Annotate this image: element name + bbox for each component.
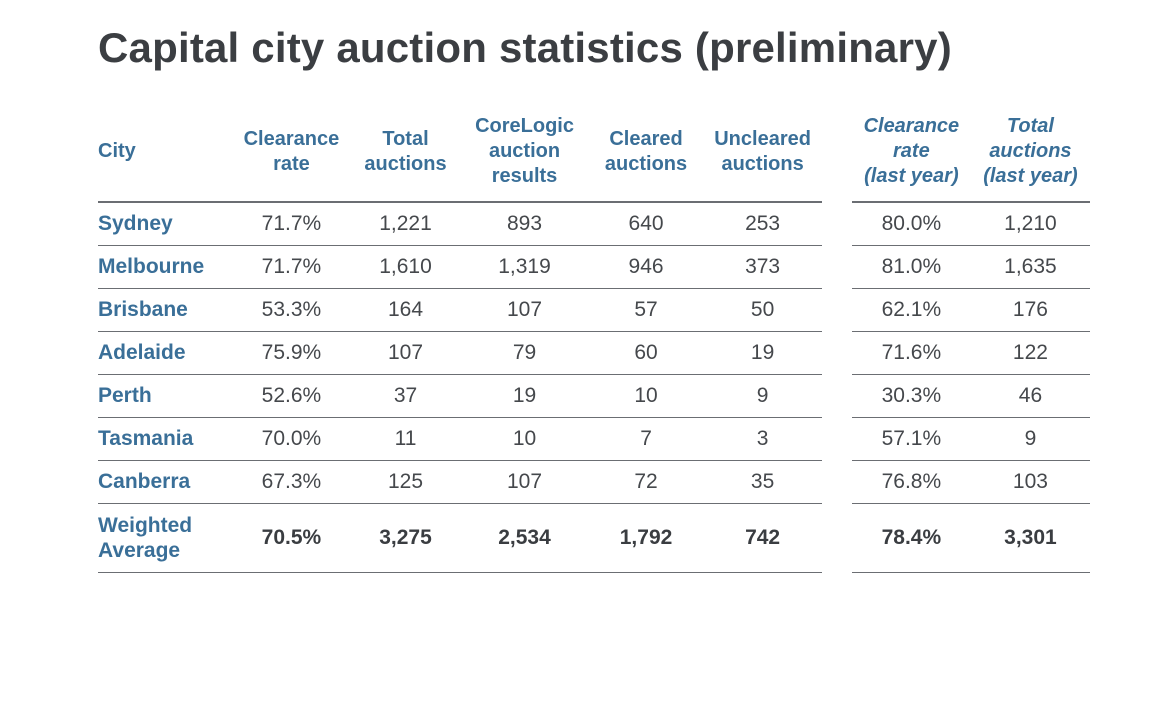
cell-total-auctions: 11 — [351, 418, 460, 461]
cell-clearance-rate: 71.7% — [232, 246, 351, 289]
cell-cleared: 946 — [589, 246, 703, 289]
cell-clearance-last-year: 57.1% — [852, 418, 971, 461]
cell-clearance-rate: 75.9% — [232, 332, 351, 375]
cell-total-auctions: 1,610 — [351, 246, 460, 289]
cell-corelogic: 10 — [460, 418, 589, 461]
cell-gap — [822, 289, 852, 332]
col-clearance-last-year: Clearance rate (last year) — [852, 108, 971, 202]
cell-gap — [822, 202, 852, 246]
cell-city: Sydney — [98, 202, 232, 246]
cell-total-last-year: 1,635 — [971, 246, 1090, 289]
cell-corelogic: 107 — [460, 461, 589, 504]
cell-cleared: 72 — [589, 461, 703, 504]
cell-total-auctions: 37 — [351, 375, 460, 418]
cell-clearance-last-year: 76.8% — [852, 461, 971, 504]
col-clearance-rate: Clearance rate — [232, 108, 351, 202]
cell-total-auctions: 107 — [351, 332, 460, 375]
table-row: Brisbane53.3%1641075750 62.1%176 — [98, 289, 1090, 332]
cell-corelogic: 1,319 — [460, 246, 589, 289]
cell-clearance-rate: 70.0% — [232, 418, 351, 461]
cell-total-last-year: 122 — [971, 332, 1090, 375]
cell-clearance-last-year: 62.1% — [852, 289, 971, 332]
table-row: Melbourne71.7%1,6101,319946373 81.0%1,635 — [98, 246, 1090, 289]
col-total-last-year: Total auctions (last year) — [971, 108, 1090, 202]
cell-total-last-year: 1,210 — [971, 202, 1090, 246]
cell-cleared: 10 — [589, 375, 703, 418]
cell-total-last-year: 103 — [971, 461, 1090, 504]
table-row: Adelaide75.9%107796019 71.6%122 — [98, 332, 1090, 375]
cell-uncleared: 373 — [703, 246, 822, 289]
cell-gap — [822, 332, 852, 375]
cell-uncleared: 3 — [703, 418, 822, 461]
cell-city: Adelaide — [98, 332, 232, 375]
cell-clearance-rate: 71.7% — [232, 202, 351, 246]
cell-cleared: 640 — [589, 202, 703, 246]
cell-total-auctions: 164 — [351, 289, 460, 332]
cell-total-last-year: 176 — [971, 289, 1090, 332]
cell-city: Brisbane — [98, 289, 232, 332]
cell-total-last-year: 3,301 — [971, 504, 1090, 573]
cell-uncleared: 9 — [703, 375, 822, 418]
page-title: Capital city auction statistics (prelimi… — [98, 24, 1090, 72]
cell-clearance-rate: 53.3% — [232, 289, 351, 332]
cell-gap — [822, 418, 852, 461]
auction-stats-table: City Clearance rate Total auctions CoreL… — [98, 108, 1090, 573]
cell-gap — [822, 461, 852, 504]
cell-cleared: 1,792 — [589, 504, 703, 573]
col-gap — [822, 108, 852, 202]
cell-total-auctions: 1,221 — [351, 202, 460, 246]
cell-cleared: 7 — [589, 418, 703, 461]
cell-cleared: 60 — [589, 332, 703, 375]
cell-clearance-rate: 70.5% — [232, 504, 351, 573]
cell-cleared: 57 — [589, 289, 703, 332]
cell-corelogic: 2,534 — [460, 504, 589, 573]
cell-gap — [822, 504, 852, 573]
table-summary-row: WeightedAverage70.5%3,2752,5341,792742 78… — [98, 504, 1090, 573]
cell-clearance-last-year: 30.3% — [852, 375, 971, 418]
cell-total-auctions: 125 — [351, 461, 460, 504]
table-header-row: City Clearance rate Total auctions CoreL… — [98, 108, 1090, 202]
cell-total-last-year: 9 — [971, 418, 1090, 461]
col-city: City — [98, 108, 232, 202]
cell-clearance-rate: 67.3% — [232, 461, 351, 504]
cell-clearance-last-year: 81.0% — [852, 246, 971, 289]
cell-clearance-rate: 52.6% — [232, 375, 351, 418]
page-container: Capital city auction statistics (prelimi… — [0, 0, 1160, 573]
cell-uncleared: 253 — [703, 202, 822, 246]
col-total-auctions: Total auctions — [351, 108, 460, 202]
cell-city: WeightedAverage — [98, 504, 232, 573]
table-row: Tasmania70.0%111073 57.1%9 — [98, 418, 1090, 461]
table-row: Sydney71.7%1,221893640253 80.0%1,210 — [98, 202, 1090, 246]
cell-total-last-year: 46 — [971, 375, 1090, 418]
cell-uncleared: 35 — [703, 461, 822, 504]
cell-corelogic: 19 — [460, 375, 589, 418]
cell-uncleared: 742 — [703, 504, 822, 573]
cell-city: Tasmania — [98, 418, 232, 461]
cell-clearance-last-year: 71.6% — [852, 332, 971, 375]
table-row: Canberra67.3%1251077235 76.8%103 — [98, 461, 1090, 504]
cell-corelogic: 107 — [460, 289, 589, 332]
col-cleared: Cleared auctions — [589, 108, 703, 202]
cell-gap — [822, 246, 852, 289]
col-uncleared: Uncleared auctions — [703, 108, 822, 202]
cell-uncleared: 50 — [703, 289, 822, 332]
cell-city: Melbourne — [98, 246, 232, 289]
cell-city: Canberra — [98, 461, 232, 504]
cell-uncleared: 19 — [703, 332, 822, 375]
table-row: Perth52.6%3719109 30.3%46 — [98, 375, 1090, 418]
cell-clearance-last-year: 78.4% — [852, 504, 971, 573]
cell-total-auctions: 3,275 — [351, 504, 460, 573]
cell-corelogic: 893 — [460, 202, 589, 246]
col-corelogic-results: CoreLogic auction results — [460, 108, 589, 202]
cell-clearance-last-year: 80.0% — [852, 202, 971, 246]
cell-city: Perth — [98, 375, 232, 418]
cell-gap — [822, 375, 852, 418]
cell-corelogic: 79 — [460, 332, 589, 375]
